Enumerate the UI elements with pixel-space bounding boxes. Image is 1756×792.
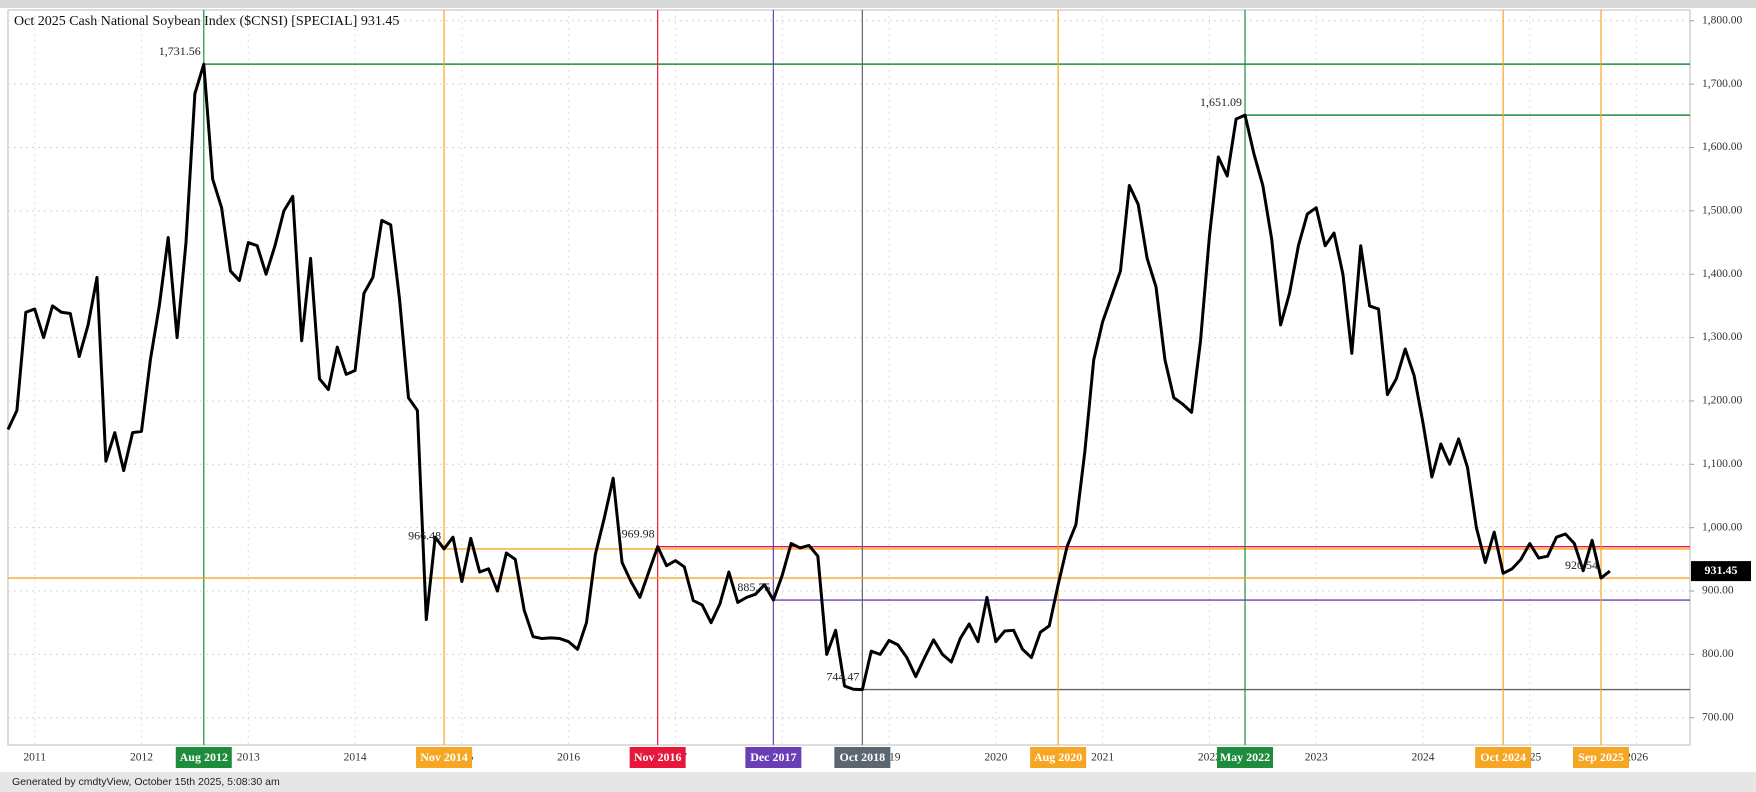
marker-date-label: Oct 2018 <box>840 750 886 764</box>
marker-date-box <box>1573 747 1630 768</box>
y-tick-label: 1,200.00 <box>1702 395 1743 407</box>
grid <box>8 10 1694 745</box>
marker-date-box <box>834 747 891 768</box>
x-tick-label: 2016 <box>557 752 580 764</box>
x-tick-label: 2021 <box>1091 752 1114 764</box>
marker-date-box <box>1475 747 1532 768</box>
y-tick-label: 1,400.00 <box>1702 268 1743 280</box>
marker-date-box <box>629 747 686 768</box>
marker-date-label: Aug 2020 <box>1034 750 1082 764</box>
y-tick-label: 1,500.00 <box>1702 204 1743 216</box>
x-tick-label: 2024 <box>1412 752 1435 764</box>
chart-title: Oct 2025 Cash National Soybean Index ($C… <box>14 14 399 29</box>
marker-date-box <box>175 747 232 768</box>
marker-date-box <box>745 747 802 768</box>
marker-date-label: Nov 2014 <box>420 750 468 764</box>
y-tick-label: 1,100.00 <box>1702 458 1743 470</box>
level-label: 1,731.56 <box>159 44 201 58</box>
y-tick-label: 1,300.00 <box>1702 331 1743 343</box>
y-tick-label: 1,800.00 <box>1702 14 1743 26</box>
y-tick-label: 700.00 <box>1702 711 1734 723</box>
x-tick-label: 2011 <box>23 752 46 764</box>
x-tick-label: 2023 <box>1305 752 1328 764</box>
level-label: 969.98 <box>622 526 655 540</box>
levels <box>8 10 1690 745</box>
series-line <box>6 62 1611 692</box>
marker-date-label: May 2022 <box>1220 750 1270 764</box>
level-label: 966.48 <box>408 529 441 543</box>
plot <box>6 62 1611 692</box>
marker-date-box <box>1217 747 1274 768</box>
y-tick-label: 900.00 <box>1702 585 1734 597</box>
marker-date-label: Oct 2024 <box>1480 750 1526 764</box>
level-label: 885.75 <box>737 580 770 594</box>
x-tick-label: 2014 <box>344 752 367 764</box>
y-tick-label: 1,700.00 <box>1702 78 1743 90</box>
x-tick-label: 2022 <box>1198 752 1221 764</box>
top-strip <box>0 0 1756 8</box>
marker-date-label: Nov 2016 <box>634 750 682 764</box>
y-tick-label: 1,000.00 <box>1702 521 1743 533</box>
y-tick-label: 800.00 <box>1702 648 1734 660</box>
marker-date-box <box>1030 747 1087 768</box>
marker-date-label: Aug 2012 <box>180 750 228 764</box>
x-tick-label: 2020 <box>984 752 1007 764</box>
x-tick-label: 2026 <box>1625 752 1648 764</box>
last-value-badge <box>1691 561 1751 582</box>
level-label: 1,651.09 <box>1200 95 1242 109</box>
x-tick-label: 2013 <box>237 752 260 764</box>
level-label: 744.47 <box>826 669 859 683</box>
labels: 700.00 800.00 900.00 1,000.00 1,100.00 1,200.… <box>23 14 1751 768</box>
last-value-label: 931.45 <box>1705 563 1738 577</box>
footer-bar <box>0 772 1756 792</box>
marker-date-label: Dec 2017 <box>750 750 796 764</box>
marker-date-label: Sep 2025 <box>1578 750 1624 764</box>
marker-date-box <box>416 747 473 768</box>
x-tick-label: 2012 <box>130 752 153 764</box>
y-tick-label: 1,600.00 <box>1702 141 1743 153</box>
footer: Generated by cmdtyView, October 15th 202… <box>12 776 280 788</box>
level-label: 920.54 <box>1565 558 1598 572</box>
